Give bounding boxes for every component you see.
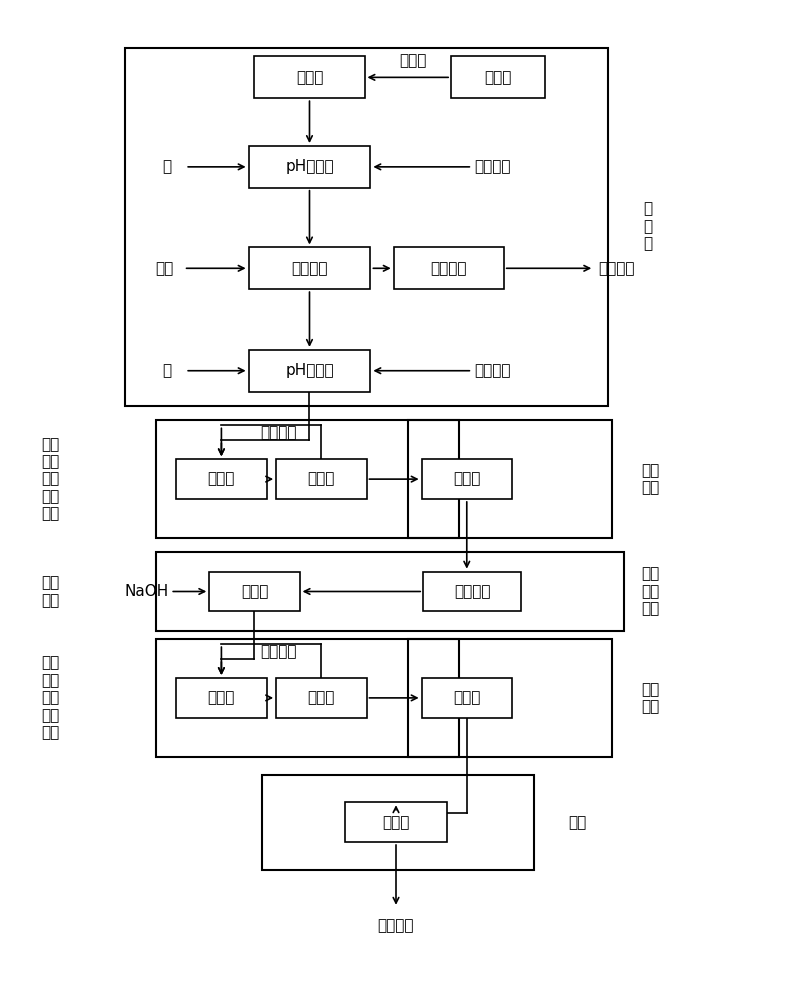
- Text: 二次
缺氧
好氧
生化
处理: 二次 缺氧 好氧 生化 处理: [41, 656, 59, 740]
- Text: 三次
沉淀: 三次 沉淀: [641, 682, 659, 714]
- Bar: [345, 802, 447, 842]
- Text: 二次
沉淀: 二次 沉淀: [41, 575, 59, 608]
- Text: 蒸汽加热: 蒸汽加热: [474, 159, 511, 174]
- Text: 沉淀池: 沉淀池: [241, 584, 268, 599]
- Text: 一次
缺氧
好氧
生化
处理: 一次 缺氧 好氧 生化 处理: [41, 437, 59, 521]
- Bar: [408, 639, 612, 757]
- Text: 高空排放: 高空排放: [598, 261, 634, 276]
- Text: 氨吸收塔: 氨吸收塔: [430, 261, 467, 276]
- Text: 渗滤液: 渗滤液: [485, 70, 512, 85]
- Bar: [421, 678, 512, 718]
- Bar: [423, 572, 521, 611]
- Text: 酸: 酸: [162, 363, 171, 378]
- Text: 部分回流: 部分回流: [260, 425, 296, 440]
- Text: pH调整池: pH调整池: [285, 363, 333, 378]
- Text: 沉淀池: 沉淀池: [453, 472, 481, 487]
- Text: 消毒池: 消毒池: [383, 815, 409, 830]
- Text: 空气: 空气: [155, 261, 173, 276]
- Bar: [176, 678, 267, 718]
- Bar: [276, 459, 367, 499]
- Bar: [176, 459, 267, 499]
- Bar: [254, 56, 364, 98]
- Text: 预
处
理: 预 处 理: [643, 202, 653, 251]
- Bar: [421, 459, 512, 499]
- Text: 蒸汽加热: 蒸汽加热: [474, 363, 511, 378]
- Text: 一次
沉淀: 一次 沉淀: [641, 463, 659, 495]
- Text: 缺氧池: 缺氧池: [208, 472, 235, 487]
- Text: 消毒: 消毒: [568, 815, 586, 830]
- Text: 好氧池: 好氧池: [307, 690, 335, 705]
- Text: 化学氧化: 化学氧化: [454, 584, 490, 599]
- Text: NaOH: NaOH: [124, 584, 169, 599]
- Bar: [276, 678, 367, 718]
- Text: 部分回流: 部分回流: [260, 644, 296, 659]
- Bar: [156, 552, 624, 631]
- Bar: [408, 420, 612, 538]
- Bar: [209, 572, 299, 611]
- Text: 碱: 碱: [162, 159, 171, 174]
- Bar: [451, 56, 546, 98]
- Bar: [156, 639, 459, 757]
- Text: 好氧池: 好氧池: [307, 472, 335, 487]
- Text: 化学
氧化
处理: 化学 氧化 处理: [641, 567, 659, 616]
- Text: 氨吹脱塔: 氨吹脱塔: [291, 261, 328, 276]
- Text: 沉淀池: 沉淀池: [295, 70, 323, 85]
- Text: pH调整池: pH调整池: [285, 159, 333, 174]
- Text: 沉淀池: 沉淀池: [453, 690, 481, 705]
- Text: 达标排放: 达标排放: [378, 918, 414, 933]
- Bar: [249, 350, 371, 392]
- Text: 缺氧池: 缺氧池: [208, 690, 235, 705]
- Bar: [262, 775, 534, 870]
- Bar: [249, 146, 371, 188]
- Bar: [394, 247, 504, 289]
- Text: 絮凝剂: 絮凝剂: [400, 53, 427, 68]
- Bar: [156, 420, 459, 538]
- Bar: [124, 48, 608, 406]
- Bar: [249, 247, 371, 289]
